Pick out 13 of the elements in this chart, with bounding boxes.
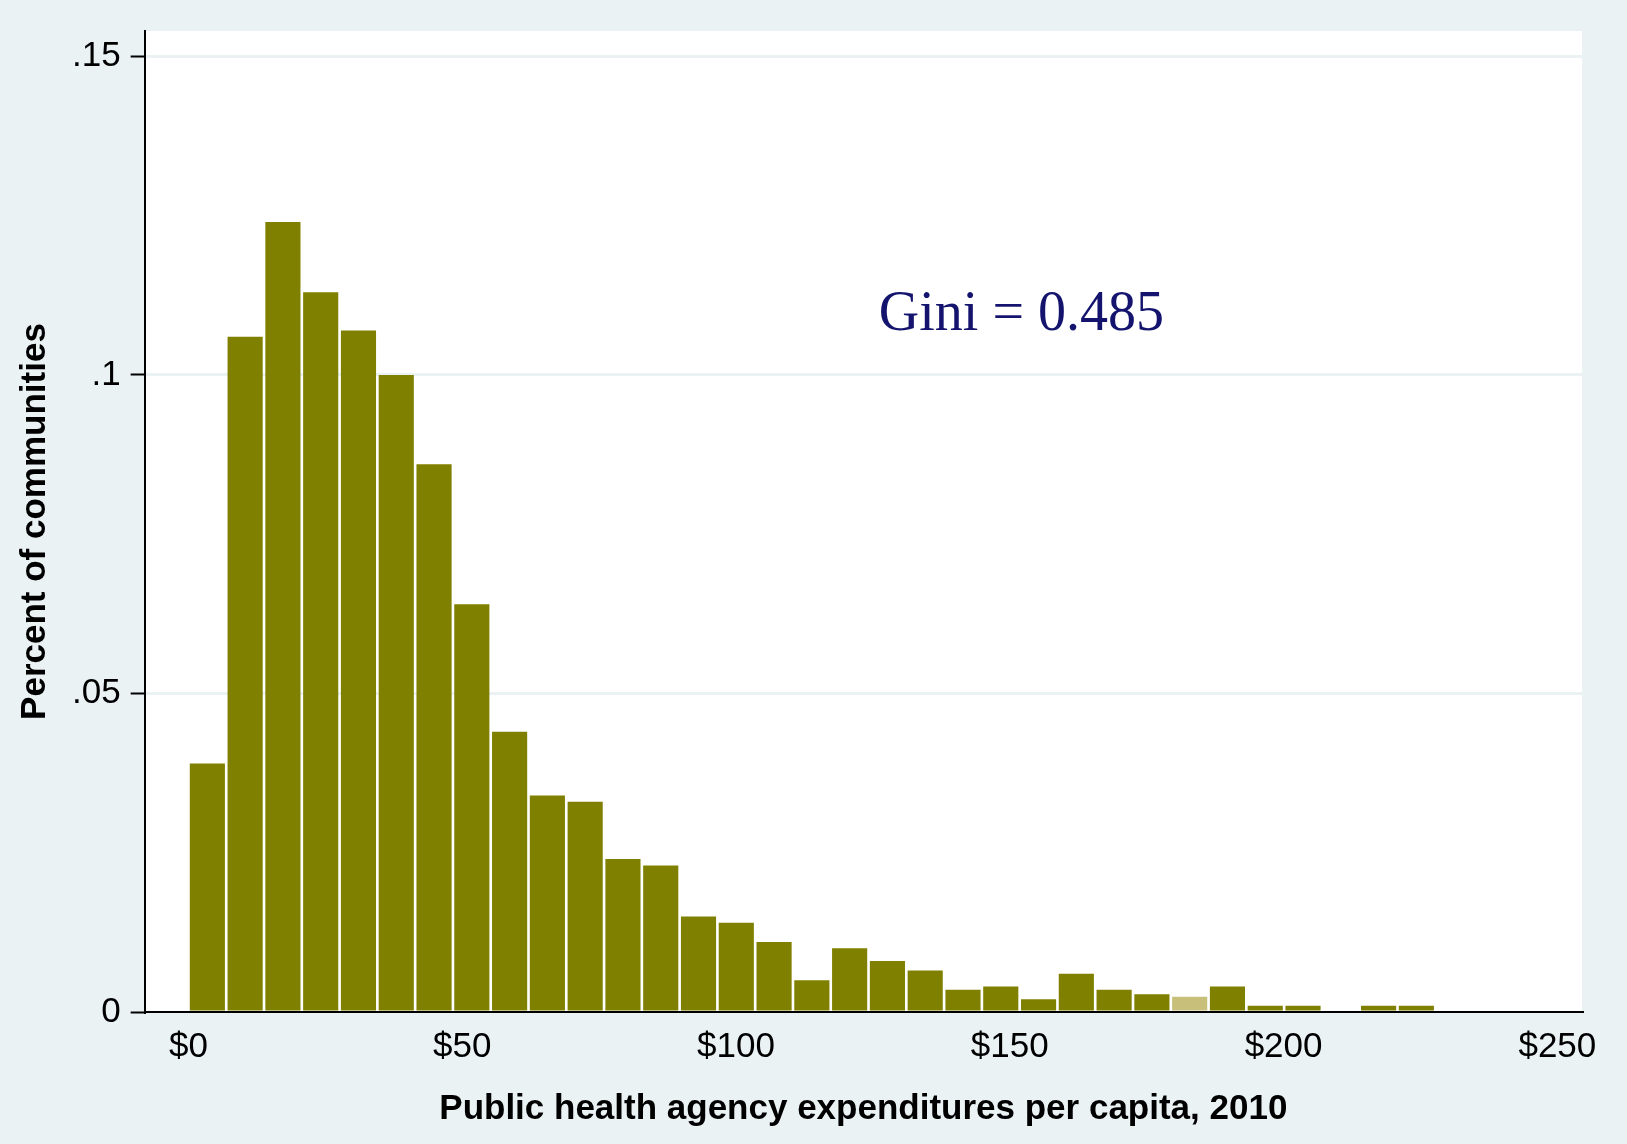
x-tick-label: $150 [970,1024,1049,1064]
x-tick-label: $50 [433,1024,492,1064]
x-axis-title: Public health agency expenditures per capita, 2010 [439,1086,1288,1126]
y-axis-title: Percent of communities [12,323,52,720]
y-tick-label: .05 [72,671,121,711]
annotation: Gini = 0.485 [878,280,1165,343]
y-tick-label: 0 [101,989,121,1029]
x-tick-label: $100 [697,1024,775,1064]
x-tick-label: $250 [1518,1024,1597,1064]
y-tick-label: .15 [72,34,121,74]
x-tick-label: $200 [1244,1024,1323,1064]
y-tick-label: .1 [91,352,121,392]
x-tick-label: $0 [168,1024,208,1064]
